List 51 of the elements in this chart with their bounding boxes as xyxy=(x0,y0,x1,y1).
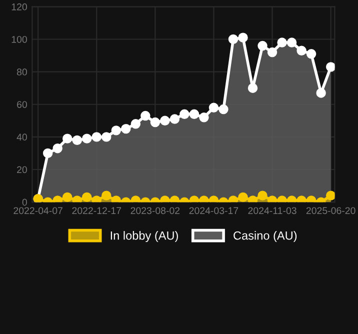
point xyxy=(218,104,228,114)
point xyxy=(316,88,326,98)
point xyxy=(286,38,297,48)
point xyxy=(140,110,150,121)
x-tick-label: 2025-06-20 xyxy=(306,207,356,214)
x-tick-label: 2024-03-17 xyxy=(189,207,238,214)
y-tick-label: 60 xyxy=(17,101,27,108)
legend-label: Casino (AU) xyxy=(234,231,297,242)
point xyxy=(62,192,72,202)
point xyxy=(267,47,278,58)
point xyxy=(238,192,248,202)
point xyxy=(92,132,102,142)
point xyxy=(52,143,62,154)
point xyxy=(199,112,209,122)
point xyxy=(170,114,180,124)
point xyxy=(82,192,92,202)
y-tick-label: 120 xyxy=(12,3,27,10)
point xyxy=(130,119,141,129)
point xyxy=(102,132,112,142)
point xyxy=(277,38,287,48)
point xyxy=(189,109,200,120)
point xyxy=(160,116,170,126)
x-tick-label: 2022-12-17 xyxy=(72,207,122,214)
y-tick-label: 0 xyxy=(22,198,27,206)
point xyxy=(306,49,316,59)
point xyxy=(121,124,131,134)
x-tick-label: 2024-11-03 xyxy=(248,207,296,214)
point xyxy=(238,32,248,42)
point xyxy=(258,190,268,200)
legend-label: In lobby (AU) xyxy=(110,231,178,242)
point xyxy=(111,126,122,136)
point xyxy=(326,190,335,200)
point xyxy=(150,117,160,128)
y-tick-label: 40 xyxy=(16,134,27,141)
point xyxy=(42,148,53,158)
y-tick-label: 80 xyxy=(16,68,27,76)
point xyxy=(326,62,335,72)
point xyxy=(72,135,82,146)
x-tick-label: 2023-08-02 xyxy=(130,207,180,214)
y-tick-label: 20 xyxy=(17,166,27,174)
y-tick-label: 100 xyxy=(12,36,27,43)
point xyxy=(82,134,92,144)
point xyxy=(228,34,238,44)
point xyxy=(258,40,268,51)
x-tick-label: 2022-04-07 xyxy=(14,207,62,214)
point xyxy=(208,102,219,112)
point xyxy=(62,134,72,144)
point xyxy=(180,109,190,120)
point xyxy=(248,83,258,93)
point xyxy=(296,46,306,56)
point xyxy=(102,190,112,200)
